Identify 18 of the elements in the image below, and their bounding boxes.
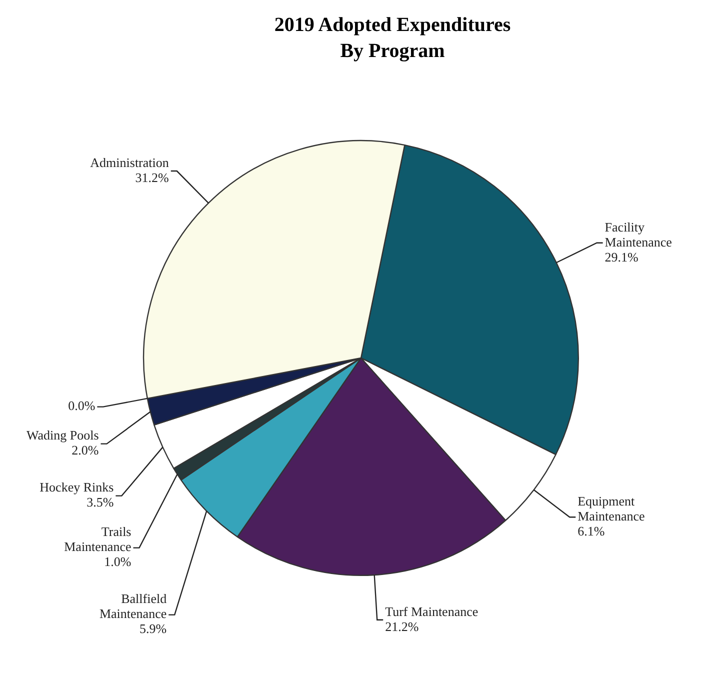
data-label: 31.2% [135, 170, 170, 185]
data-label: 21.2% [385, 618, 419, 634]
data-label: 6.1% [578, 524, 605, 539]
slice-label: Wading Pools [26, 428, 99, 443]
slice-label: Administration [90, 154, 170, 170]
slice-label: Turf Maintenance [385, 604, 478, 619]
slice-label: Equipment Maintenance [578, 494, 645, 524]
data-label: 1.0% [104, 554, 132, 570]
text: 0.0% [68, 398, 96, 414]
slice-label: Hockey Rinks [40, 480, 114, 495]
slice-label: Facility Maintenance [604, 219, 672, 250]
slice-label: Ballfield Maintenance [99, 591, 168, 622]
data-label: 29.1% [604, 249, 639, 264]
data-label: 5.9% [140, 621, 167, 636]
data-label: 2.0% [72, 442, 99, 458]
chart-title: 2019 Adopted Expenditures By Program [273, 13, 512, 64]
slice-label: Trails Maintenance [64, 524, 132, 554]
data-label: 3.5% [86, 494, 114, 510]
